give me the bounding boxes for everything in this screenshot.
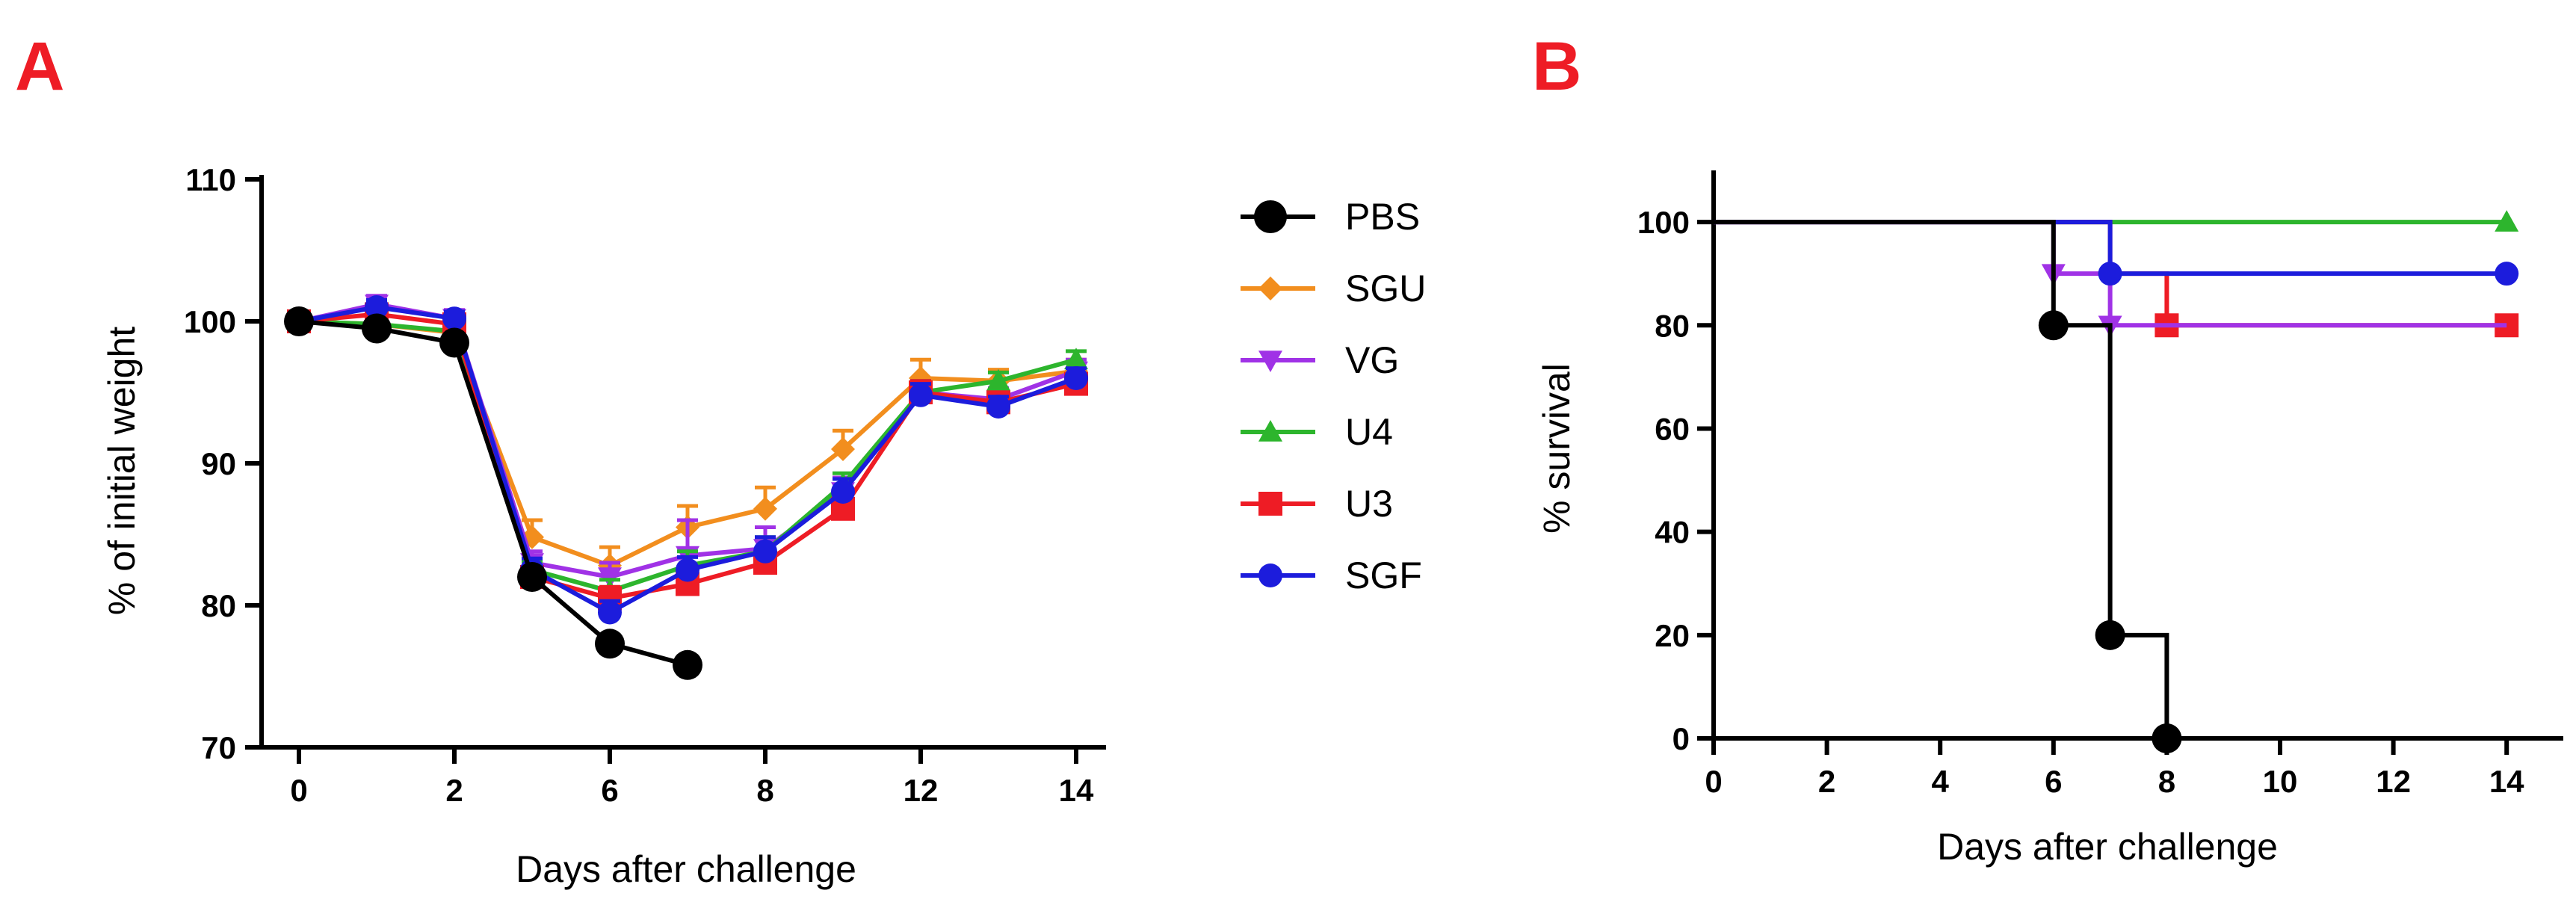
panel-a-series: [284, 294, 1088, 680]
panel-a-x-tick-label: 2: [445, 773, 463, 808]
data-point: [673, 649, 702, 680]
data-point: [986, 395, 1010, 419]
data-point: [831, 480, 855, 504]
panel-a-y-tick-label: 100: [184, 304, 236, 339]
data-point: [439, 327, 469, 358]
panel-a-axes: 70 80 90 100 110 0 2 6 8 12 14: [184, 162, 1106, 808]
panel-b-y-tick-label: 20: [1655, 618, 1690, 653]
data-point: [909, 383, 933, 407]
data-point: [595, 629, 625, 659]
series-vg: [287, 294, 1088, 589]
panel-b-y-tick-label: 100: [1637, 205, 1690, 240]
legend-item-sgf: SGF: [1241, 555, 1422, 596]
survival-marker: [2495, 210, 2519, 232]
series-sgf: [287, 295, 1088, 625]
panel-b-x-tick-label: 14: [2489, 764, 2524, 799]
data-point: [753, 539, 777, 564]
data-point: [598, 600, 622, 625]
legend-item-pbs: PBS: [1241, 196, 1420, 238]
data-point: [362, 313, 392, 344]
panel-b-x-tick-label: 4: [1932, 764, 1950, 799]
legend-item-u3: U3: [1241, 483, 1393, 525]
data-point: [517, 562, 547, 592]
panel-b-y-tick-label: 80: [1655, 308, 1690, 343]
survival-marker: [2152, 723, 2182, 753]
survival-series-pbs: [1714, 220, 2182, 753]
survival-marker: [2495, 262, 2519, 286]
panel-b-x-tick-label: 6: [2045, 764, 2062, 799]
survival-step-line: [1714, 220, 2169, 738]
data-point: [442, 306, 466, 331]
panel-a-y-tick-label: 80: [201, 588, 236, 623]
panel-a-y-tick-label: 90: [201, 446, 236, 481]
panel-b-x-tick-label: 8: [2158, 764, 2175, 799]
survival-marker: [2098, 262, 2122, 286]
panel-b-x-tick-label: 12: [2376, 764, 2411, 799]
legend-item-sgu: SGU: [1241, 268, 1426, 309]
panel-a-label: A: [15, 28, 64, 105]
panel-b-x-tick-label: 10: [2263, 764, 2298, 799]
panel-a-y-axis-title: % of initial weight: [101, 327, 143, 615]
legend-swatch-marker: [1258, 277, 1282, 300]
data-point: [365, 295, 389, 319]
legend-label: VG: [1345, 339, 1399, 381]
panel-a-weight-chart: 70 80 90 100 110 0 2 6 8 12 14 % of initial weight…: [101, 162, 1106, 890]
legend-label: U3: [1345, 483, 1393, 525]
legend-label: PBS: [1345, 196, 1420, 238]
legend-item-vg: VG: [1241, 339, 1399, 381]
series-line-pbs: [298, 319, 688, 667]
survival-series-sgf: [1714, 220, 2519, 286]
legend-swatch-marker: [1258, 564, 1282, 587]
series-pbs: [284, 306, 702, 680]
legend-label: U4: [1345, 411, 1393, 453]
legend-label: SGF: [1345, 555, 1422, 596]
panel-b-survival-chart: 0 20 40 60 80 100 0 2 4 6 8 10 12 14 % survival Days …: [1536, 170, 2563, 868]
panel-b-y-axis-title: % survival: [1536, 363, 1578, 534]
data-point: [1064, 366, 1088, 390]
survival-marker: [2038, 310, 2069, 341]
data-point: [753, 496, 777, 521]
data-point: [284, 306, 314, 336]
legend-label: SGU: [1345, 268, 1426, 309]
panel-a-x-tick-label: 14: [1059, 773, 1094, 808]
legend-swatch-marker: [1258, 351, 1282, 372]
panel-a-x-tick-label: 12: [904, 773, 939, 808]
data-point: [831, 437, 855, 461]
legend-swatch-marker: [1258, 492, 1282, 516]
panel-b-axes: 0 20 40 60 80 100 0 2 4 6 8 10 12 14: [1637, 170, 2563, 799]
panel-b-x-tick-label: 2: [1818, 764, 1835, 799]
panel-b-x-tick-label: 0: [1705, 764, 1722, 799]
legend-swatch-marker: [1258, 420, 1282, 442]
panel-a-x-tick-label: 0: [290, 773, 307, 808]
panel-a-x-tick-label: 6: [601, 773, 618, 808]
panel-a-x-tick-label: 8: [756, 773, 773, 808]
data-point: [986, 368, 1010, 391]
panel-b-y-tick-label: 60: [1655, 411, 1690, 446]
panel-a-y-tick-label: 110: [185, 162, 236, 197]
panel-b-x-axis-title: Days after challenge: [1937, 826, 2278, 868]
survival-marker: [2095, 620, 2125, 650]
panel-b-label: B: [1532, 28, 1581, 105]
panel-b-y-tick-label: 0: [1672, 721, 1690, 756]
legend-item-u4: U4: [1241, 411, 1393, 453]
legend-swatch-marker: [1254, 200, 1287, 233]
legend: PBS SGU VG U4 U3 SGF: [1241, 196, 1426, 596]
panel-a-x-axis-title: Days after challenge: [516, 848, 856, 890]
panel-a-y-tick-label: 70: [201, 730, 236, 765]
data-point: [1064, 348, 1088, 370]
data-point: [676, 558, 699, 582]
panel-b-series: [1714, 210, 2519, 753]
panel-b-y-tick-label: 40: [1655, 515, 1690, 550]
